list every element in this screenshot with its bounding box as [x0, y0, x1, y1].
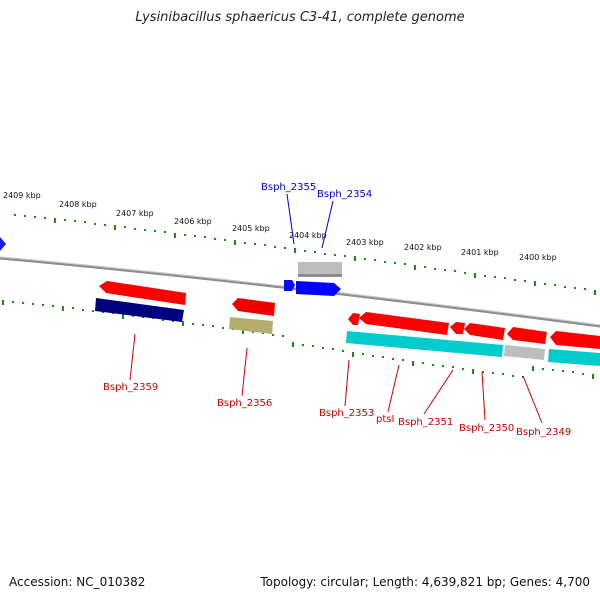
- leader-line: [344, 359, 350, 407]
- gene-red-ptsi-cds[interactable]: [359, 312, 449, 335]
- leader-line: [241, 347, 248, 397]
- upper-tick-line: [14, 214, 596, 295]
- gene-label-bsph-2350[interactable]: Bsph_2350: [459, 423, 514, 434]
- leader-line: [321, 200, 334, 249]
- gene-label-bsph-2354[interactable]: Bsph_2354: [317, 189, 372, 200]
- gene-bsph-2355-grey-shade: [298, 274, 342, 277]
- scale-label: 2404 kbp: [289, 231, 327, 240]
- gene-red-2350-cds[interactable]: [464, 323, 505, 340]
- scale-label: 2409 kbp: [3, 191, 41, 200]
- gene-red-edge-cds[interactable]: [550, 331, 600, 349]
- genome-summary-text: Topology: circular; Length: 4,639,821 bp…: [260, 575, 590, 589]
- gene-red-2349-cds[interactable]: [507, 327, 547, 344]
- leader-line: [423, 369, 454, 415]
- gene-grey-2349[interactable]: [504, 345, 545, 360]
- scale-label: 2401 kbp: [461, 248, 499, 257]
- gene-label-bsph-2349[interactable]: Bsph_2349: [516, 427, 571, 438]
- lower-tick-line: [2, 300, 594, 379]
- scale-labels: 2409 kbp 2408 kbp 2407 kbp 2406 kbp 2405…: [3, 191, 557, 262]
- leader-line: [387, 364, 400, 413]
- gene-red-2356-cds[interactable]: [232, 298, 275, 316]
- gene-bsph-2354[interactable]: [296, 281, 341, 296]
- leader-line: [286, 193, 295, 245]
- gene-red-2351-cds[interactable]: [450, 322, 465, 334]
- gene-label-bsph-2353[interactable]: Bsph_2353: [319, 408, 374, 419]
- gene-navy-2359[interactable]: [95, 298, 184, 322]
- leader-line: [522, 375, 543, 424]
- gene-label-bsph-2355[interactable]: Bsph_2355: [261, 182, 316, 193]
- map-title: Lysinibacillus sphaericus C3-41, complet…: [135, 10, 465, 25]
- accession-text: Accession: NC_010382: [9, 575, 146, 589]
- gene-cyan-edge[interactable]: [548, 349, 600, 366]
- scale-label: 2405 kbp: [232, 224, 270, 233]
- scale-label: 2403 kbp: [346, 238, 384, 247]
- gene-cyan-2353-ptsi[interactable]: [346, 331, 503, 357]
- gene-label-bsph-2359[interactable]: Bsph_2359: [103, 382, 158, 393]
- leader-line: [129, 333, 136, 381]
- gene-label-bsph-2351[interactable]: Bsph_2351: [398, 417, 453, 428]
- gene-label-ptsi[interactable]: ptsI: [376, 414, 394, 425]
- gene-bsph-2355-grey[interactable]: [298, 262, 342, 275]
- gene-red-2359-cds[interactable]: [99, 281, 186, 305]
- scale-label: 2406 kbp: [174, 217, 212, 226]
- scale-label: 2400 kbp: [519, 253, 557, 262]
- leader-line: [481, 371, 486, 421]
- gene-arrow-left-edge[interactable]: [0, 237, 6, 251]
- gene-label-bsph-2356[interactable]: Bsph_2356: [217, 398, 272, 409]
- scale-label: 2402 kbp: [404, 243, 442, 252]
- scale-label: 2407 kbp: [116, 209, 154, 218]
- gene-bsph-2355[interactable]: [284, 280, 295, 291]
- gene-olive-2356[interactable]: [229, 317, 273, 334]
- gene-red-2353-cds[interactable]: [348, 313, 360, 325]
- scale-label: 2408 kbp: [59, 200, 97, 209]
